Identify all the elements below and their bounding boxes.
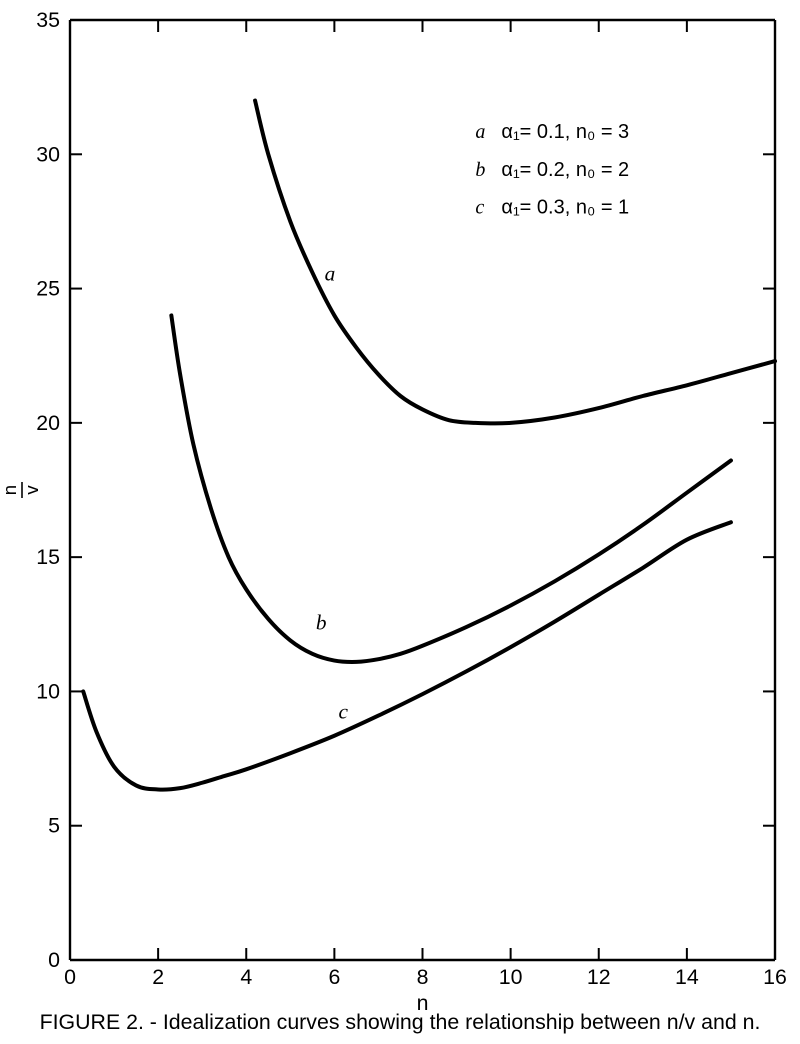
svg-text:b: b <box>475 159 485 181</box>
legend-item-c: c α₁= 0.3, n₀ = 1 <box>475 196 629 218</box>
curve-label-b: b <box>316 611 327 635</box>
x-tick-label: 16 <box>763 965 787 989</box>
y-axis-label: nv <box>0 482 42 498</box>
y-tick-label: 15 <box>36 545 60 569</box>
y-tick-label: 25 <box>36 277 60 301</box>
svg-text:α₁= 0.3, n₀ = 1: α₁= 0.3, n₀ = 1 <box>501 196 629 218</box>
curve-b <box>171 315 731 662</box>
chart-svg: 024681012141605101520253035nnvabcaα₁= 0.… <box>0 0 800 1044</box>
svg-text:n: n <box>0 485 20 495</box>
svg-text:v: v <box>21 485 42 495</box>
x-tick-label: 10 <box>499 965 523 989</box>
y-tick-label: 30 <box>36 142 60 166</box>
x-tick-label: 8 <box>417 965 429 989</box>
x-tick-label: 6 <box>328 965 340 989</box>
figure-container: 024681012141605101520253035nnvabcaα₁= 0.… <box>0 0 800 1044</box>
x-tick-label: 14 <box>675 965 699 989</box>
legend-item-b: b α₁= 0.2, n₀ = 2 <box>475 159 629 181</box>
legend-item-a: a α₁= 0.1, n₀ = 3 <box>475 121 629 143</box>
x-tick-label: 2 <box>152 965 164 989</box>
svg-text:α₁= 0.2, n₀ = 2: α₁= 0.2, n₀ = 2 <box>501 159 629 181</box>
x-tick-label: 4 <box>240 965 252 989</box>
curve-label-c: c <box>338 699 348 723</box>
svg-text:a: a <box>475 121 485 143</box>
figure-caption: FIGURE 2. - Idealization curves showing … <box>0 1010 800 1035</box>
y-tick-label: 5 <box>48 814 60 838</box>
y-tick-label: 0 <box>48 948 60 972</box>
x-tick-label: 0 <box>64 965 76 989</box>
curve-c <box>83 522 731 789</box>
x-tick-label: 12 <box>587 965 611 989</box>
svg-text:c: c <box>475 196 484 218</box>
y-tick-label: 10 <box>36 679 60 703</box>
svg-text:α₁= 0.1, n₀ = 3: α₁= 0.1, n₀ = 3 <box>501 121 629 143</box>
y-tick-label: 35 <box>36 8 60 32</box>
curve-label-a: a <box>325 262 336 286</box>
y-tick-label: 20 <box>36 411 60 435</box>
